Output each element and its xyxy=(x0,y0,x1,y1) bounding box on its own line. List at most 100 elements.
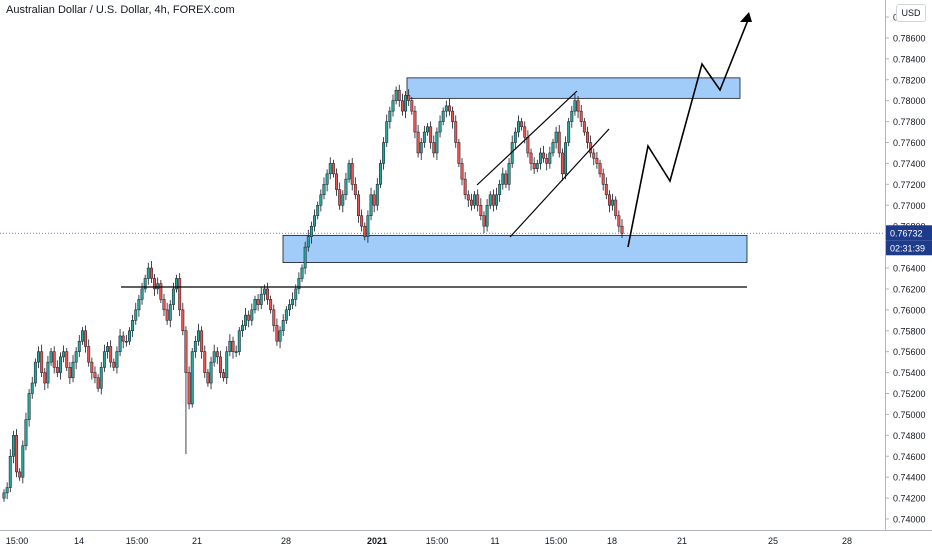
price-tick-label: 0.74000 xyxy=(893,515,926,525)
candle-body xyxy=(357,194,360,216)
candle-body xyxy=(407,95,411,101)
candle-body xyxy=(262,288,266,295)
channel-lower-line[interactable] xyxy=(509,128,610,238)
candle-body xyxy=(378,163,382,185)
candle-body xyxy=(579,110,583,122)
time-tick-label: 15:00 xyxy=(545,536,568,546)
candle-body xyxy=(269,299,273,311)
candle-body xyxy=(40,351,44,373)
candle-body xyxy=(165,309,169,321)
candle-body xyxy=(24,419,28,447)
candle-body xyxy=(598,163,602,175)
candle-body xyxy=(15,435,18,473)
candle-body xyxy=(473,194,477,206)
candle-body xyxy=(244,314,248,326)
candle-body xyxy=(491,194,495,206)
candle-body xyxy=(604,184,608,196)
candle-body xyxy=(507,163,511,185)
candle-body xyxy=(448,105,451,112)
candle-body xyxy=(43,372,47,384)
candle-body xyxy=(124,340,128,343)
candle-body xyxy=(175,278,178,290)
candle-body xyxy=(322,184,326,196)
candle-body xyxy=(62,351,66,358)
candle-body xyxy=(231,340,235,352)
candle-body xyxy=(219,356,222,373)
currency-button[interactable]: USD xyxy=(896,4,926,22)
candle-body xyxy=(404,95,407,112)
candle-body xyxy=(313,215,317,227)
price-tick-label: 0.75400 xyxy=(893,368,926,378)
candle-body xyxy=(59,356,62,373)
current-price-badge xyxy=(886,225,932,241)
candle-body xyxy=(171,288,175,305)
candle-body xyxy=(391,100,395,112)
candle-body xyxy=(240,325,244,332)
candle-body xyxy=(526,137,530,154)
candle-body xyxy=(33,361,37,384)
candle-body xyxy=(222,372,226,379)
candle-body xyxy=(99,367,103,389)
price-tick-label: 0.77200 xyxy=(893,180,926,190)
candle-body xyxy=(137,299,141,311)
candle-body xyxy=(102,351,106,368)
time-tick-label: 15:00 xyxy=(126,536,149,546)
candle-body xyxy=(608,194,611,206)
projection-path[interactable] xyxy=(627,19,749,248)
candle-body xyxy=(84,330,88,347)
candle-body xyxy=(52,351,56,368)
candle-body xyxy=(90,361,94,373)
support-zone[interactable] xyxy=(282,234,748,263)
candle-body xyxy=(131,320,135,331)
candle-body xyxy=(266,288,269,300)
countdown-label: 02:31:39 xyxy=(890,243,925,253)
time-tick-label: 21 xyxy=(677,536,687,546)
current-price-label: 0.76732 xyxy=(890,228,923,238)
price-tick-label: 0.74800 xyxy=(893,431,926,441)
candle-body xyxy=(344,178,348,196)
candle-body xyxy=(469,199,473,206)
candle-body xyxy=(272,309,276,326)
channel-upper-line[interactable] xyxy=(476,90,578,186)
candle-body xyxy=(488,194,492,206)
candle-body xyxy=(181,309,185,332)
candle-body xyxy=(55,367,59,373)
candle-body xyxy=(106,346,109,352)
candle-body xyxy=(215,351,219,358)
candle-body xyxy=(463,178,467,196)
candle-body xyxy=(385,121,389,143)
price-tick-label: 0.78000 xyxy=(893,96,926,106)
candle-body xyxy=(366,215,370,237)
candle-body xyxy=(5,487,9,494)
candle-body xyxy=(350,163,354,185)
resistance-zone[interactable] xyxy=(406,77,741,99)
candle-body xyxy=(582,121,586,133)
candle-body xyxy=(567,121,571,143)
candle-body xyxy=(476,194,480,206)
candle-body xyxy=(557,131,561,154)
time-tick-label: 15:00 xyxy=(6,536,29,546)
candle-body xyxy=(545,157,549,164)
candle-body xyxy=(454,121,458,143)
candle-body xyxy=(21,445,25,478)
candle-body xyxy=(369,194,373,216)
candle-body xyxy=(71,361,75,379)
candle-body xyxy=(614,199,618,216)
candle-body xyxy=(466,194,470,201)
candle-body xyxy=(360,215,364,227)
candle-body xyxy=(422,131,426,143)
candle-body xyxy=(159,283,163,300)
candle-body xyxy=(11,435,15,457)
candle-body xyxy=(30,382,34,394)
time-tick-label: 28 xyxy=(842,536,852,546)
candle-body xyxy=(429,126,433,143)
time-tick-label: 15:00 xyxy=(426,536,449,546)
candle-body xyxy=(65,351,69,368)
candle-body xyxy=(128,330,131,342)
candle-body xyxy=(259,293,263,305)
price-tick-label: 0.74600 xyxy=(893,452,926,462)
candle-body xyxy=(325,173,329,185)
candle-body xyxy=(363,225,367,237)
price-tick-label: 0.74400 xyxy=(893,473,926,483)
